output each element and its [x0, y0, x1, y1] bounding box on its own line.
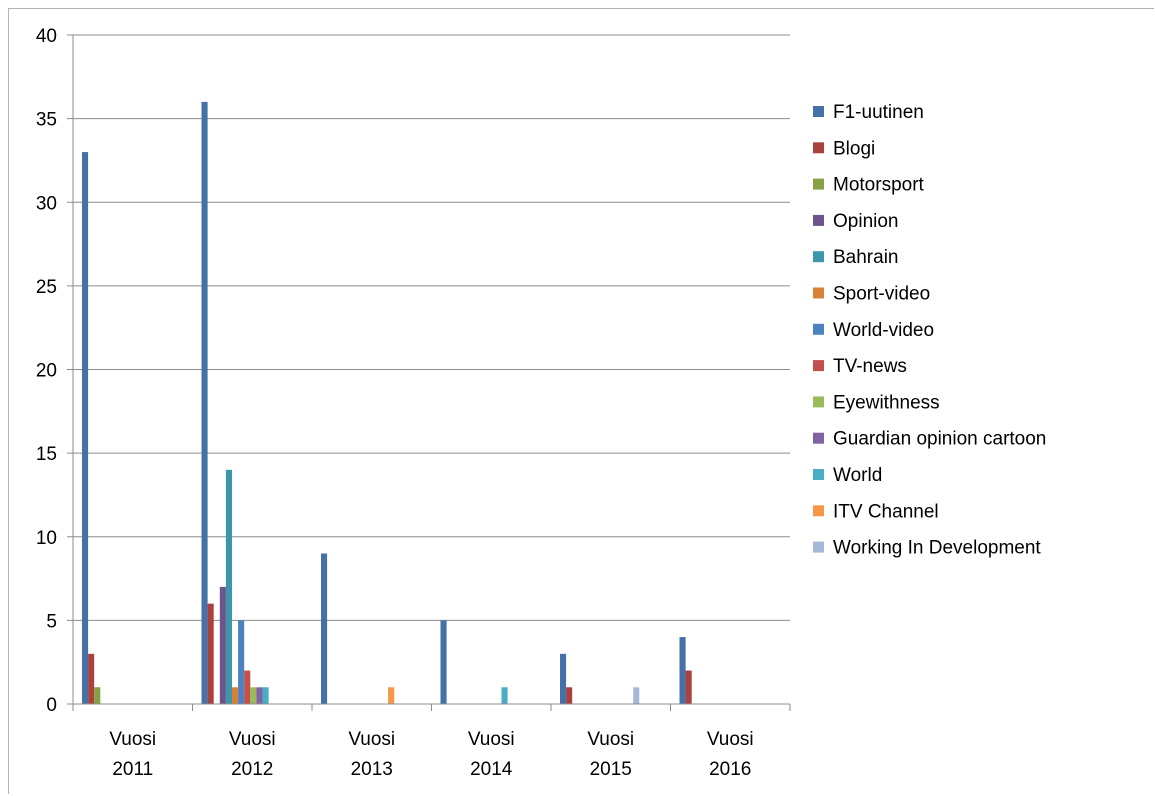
x-axis-ticks: Vuosi 2011 Vuosi 2012 Vuosi 2013 Vuosi 2014 Vuos…: [72, 704, 791, 780]
x-tick-label: Vuosi 2012: [229, 729, 276, 780]
bar: [207, 603, 214, 704]
bar: [82, 152, 89, 704]
bar: [262, 687, 269, 704]
legend-swatch: [813, 541, 824, 553]
x-tick-label: Vuosi 2016: [707, 729, 754, 780]
bar: [256, 687, 263, 704]
bar: [238, 620, 245, 704]
legend-label: Motorsport: [833, 175, 925, 196]
y-tick-label: 30: [36, 193, 57, 214]
bar: [633, 687, 640, 704]
bar: [501, 687, 508, 704]
legend-label: ITV Channel: [833, 501, 939, 522]
y-tick-label: 10: [36, 528, 57, 549]
bar: [94, 687, 101, 704]
bar: [219, 586, 226, 704]
legend-label: Guardian opinion cartoon: [833, 429, 1046, 450]
legend-swatch: [813, 505, 824, 517]
legend-swatch: [813, 106, 824, 117]
y-tick-label: 20: [36, 361, 57, 382]
y-tick-label: 5: [46, 611, 57, 632]
bar: [201, 101, 208, 704]
legend-swatch: [813, 251, 824, 263]
bar: [440, 620, 447, 704]
y-tick-label: 40: [36, 26, 57, 47]
bar: [388, 687, 395, 704]
y-tick-label: 15: [36, 444, 57, 465]
bar: [232, 687, 239, 704]
legend-swatch: [813, 142, 824, 154]
legend-label: World-video: [833, 320, 934, 341]
bar: [225, 469, 232, 704]
legend-label: TV-news: [833, 356, 907, 377]
legend-swatch: [813, 469, 824, 480]
x-tick-label: Vuosi 2014: [468, 729, 515, 780]
legend-label: World: [833, 465, 882, 486]
legend-swatch: [813, 323, 824, 335]
y-axis-ticks: 0 5 10 15 20 25 30 35 40: [36, 26, 73, 716]
bar: [679, 637, 686, 704]
legend-label: F1-uutinen: [833, 102, 924, 123]
legend-swatch: [813, 214, 824, 226]
legend: F1-uutinen Blogi Motorsport Opinion Bahrain S…: [813, 102, 1046, 559]
bar: [685, 670, 692, 704]
legend-label: Blogi: [833, 138, 875, 159]
legend-label: Bahrain: [833, 247, 899, 268]
legend-swatch: [813, 360, 824, 372]
bars: [82, 101, 692, 704]
x-tick-label: Vuosi 2015: [587, 729, 634, 780]
x-tick-label: Vuosi 2011: [109, 729, 156, 780]
legend-swatch: [813, 178, 824, 190]
bar: [321, 553, 328, 704]
y-tick-label: 0: [46, 695, 57, 716]
legend-label: Opinion: [833, 211, 899, 232]
bar: [250, 687, 257, 704]
bar: [244, 670, 251, 704]
y-tick-label: 35: [36, 110, 57, 131]
x-tick-label: Vuosi 2013: [348, 729, 395, 780]
legend-label: Working In Development: [833, 538, 1041, 559]
bar: [566, 687, 573, 704]
legend-swatch: [813, 396, 824, 408]
chart-frame: [8, 8, 1154, 794]
legend-swatch: [813, 287, 824, 299]
legend-swatch: [813, 432, 824, 444]
legend-label: Eyewithness: [833, 392, 940, 413]
gridlines: [73, 34, 790, 621]
bar: [88, 653, 95, 704]
y-tick-label: 25: [36, 277, 57, 298]
bar: [560, 653, 567, 704]
legend-label: Sport-video: [833, 284, 930, 305]
